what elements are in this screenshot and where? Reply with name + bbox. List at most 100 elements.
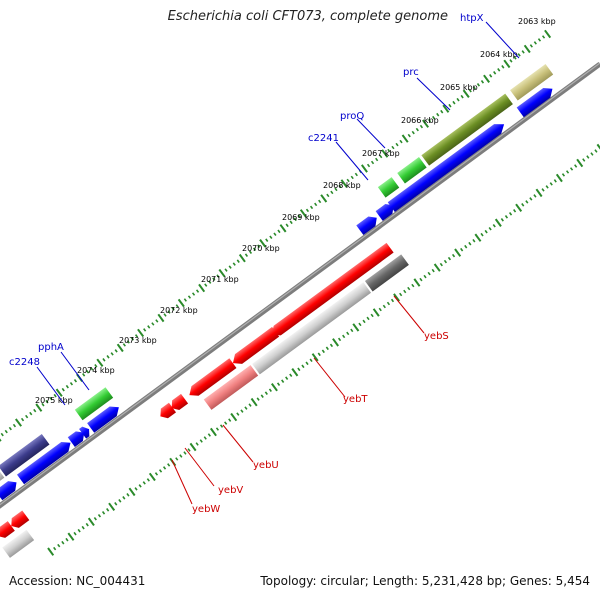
gene-yebS[interactable] [364,254,409,292]
minor-tick [102,358,106,362]
gene-c2248[interactable] [0,434,50,477]
minor-tick [317,352,321,357]
cds-forward-prc[interactable] [387,119,508,212]
scale-label: 2064 kbp [480,50,518,59]
gene-label-pphA[interactable]: pphA [38,342,64,353]
gene-yebT[interactable] [252,282,372,375]
gene-label-c2241[interactable]: c2241 [308,133,339,144]
cds-forward-small-1[interactable] [67,428,88,447]
minor-tick [41,402,45,407]
minor-tick [561,173,566,177]
cds-forward-c2241[interactable] [356,213,380,236]
minor-tick [370,160,375,165]
minor-tick [273,232,277,236]
minor-tick [285,223,289,228]
minor-tick [122,496,126,500]
cds-reverse-yebT[interactable] [229,326,280,368]
major-tick [483,74,491,83]
cds-reverse-yebU[interactable] [186,358,237,400]
cds-forward-proQ[interactable] [375,200,398,221]
minor-tick [427,271,431,276]
major-tick [372,308,380,317]
scale-label: 2072 kbp [160,306,198,315]
cds-forward-small-3[interactable] [0,478,20,501]
cds-forward-pphA[interactable] [87,402,122,433]
gene-label-yebT[interactable]: yebT [343,394,368,405]
minor-tick [122,343,126,347]
minor-tick [301,364,305,369]
scale-label: 2075 kbp [35,396,73,405]
major-tick [454,248,462,257]
minor-tick [386,301,391,306]
minor-tick [65,384,69,389]
minor-tick [541,188,545,192]
gene-label-yebU[interactable]: yebU [253,460,279,471]
minor-tick [167,463,171,467]
minor-tick [154,472,159,476]
minor-tick [493,71,497,75]
minor-tick [346,178,350,183]
major-tick [576,158,584,168]
gene-label-c2248[interactable]: c2248 [9,357,40,368]
major-tick [35,403,43,412]
minor-tick [77,528,81,533]
minor-tick [187,448,191,452]
cds-forward-c2248[interactable] [16,438,74,485]
cds-forward-htpX[interactable] [516,84,556,118]
gene-c2241[interactable] [377,177,400,198]
minor-tick [167,310,171,314]
gene-label-prc[interactable]: prc [403,67,419,78]
scale-label: 2065 kbp [440,83,478,92]
major-tick [96,358,104,367]
minor-tick [419,124,424,129]
major-tick [177,298,185,308]
minor-tick [403,289,407,294]
minor-tick [8,426,12,431]
minor-tick [509,59,513,63]
minor-tick [297,367,301,372]
major-tick [311,353,319,362]
minor-tick [443,259,448,264]
minor-tick [277,229,281,234]
major-tick [413,278,421,287]
gene-pphA[interactable] [74,387,114,421]
minor-tick [73,379,78,383]
minor-tick [330,190,334,195]
minor-tick [594,149,598,153]
gene-label-proQ[interactable]: proQ [340,111,364,122]
gene-label-yebS[interactable]: yebS [424,331,449,342]
minor-tick [436,112,440,117]
gene-label-yebW[interactable]: yebW [192,504,220,515]
minor-tick [456,97,460,102]
minor-tick [297,214,301,219]
cds-reverse-yebW[interactable] [157,402,177,422]
gene-label-yebV[interactable]: yebV [218,485,243,496]
minor-tick [350,328,354,333]
minor-tick [472,86,476,90]
minor-tick [232,262,236,266]
gene-label-htpX[interactable]: htpX [460,13,484,24]
minor-tick [329,343,334,348]
minor-tick [4,429,8,434]
gene-prc[interactable] [421,93,513,166]
minor-tick [285,376,289,380]
cds-reverse-yebV[interactable] [168,393,189,413]
major-tick [270,383,278,392]
cds-forward-small-2[interactable] [79,424,93,439]
minor-tick [171,307,175,311]
minor-tick [439,262,443,267]
minor-tick [93,517,97,521]
gene-grey-lower-left[interactable] [2,529,35,558]
minor-tick [480,80,485,84]
minor-tick [432,115,436,120]
cds-reverse-yebS[interactable] [268,242,394,340]
minor-tick [195,289,200,293]
cds-reverse-far-left-2[interactable] [0,521,15,541]
minor-tick [451,253,456,258]
gene-proQ[interactable] [397,156,427,184]
gene-htpX[interactable] [510,64,554,101]
major-tick [47,547,55,556]
cds-reverse-far-left-1[interactable] [8,510,30,530]
gene-yebU[interactable] [203,365,259,410]
major-tick [116,343,124,353]
